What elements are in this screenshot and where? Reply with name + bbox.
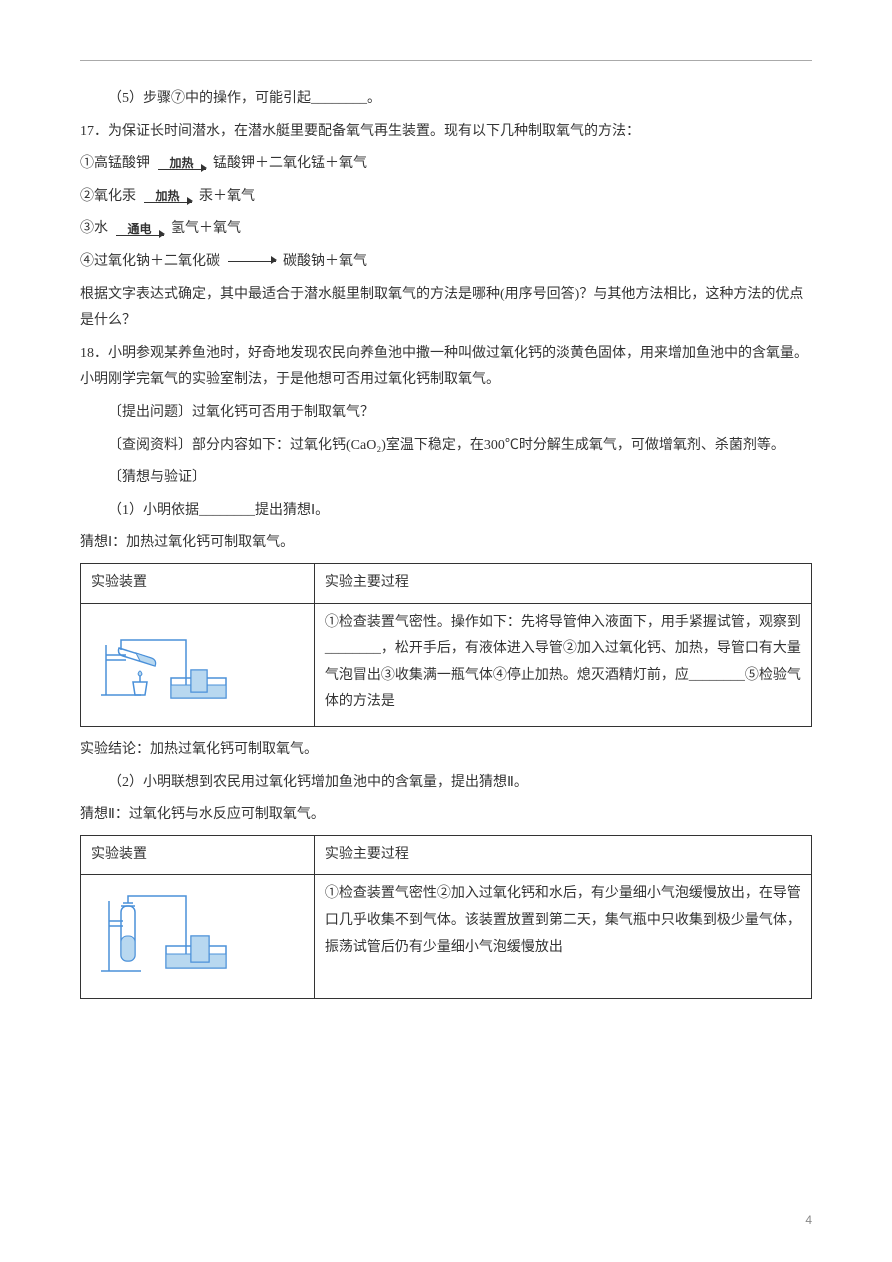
q17-reaction-3: ③水 通电 氢气＋氧气 bbox=[80, 216, 812, 243]
table-header-left: 实验装置 bbox=[81, 563, 315, 603]
q16-5-text: （5）步骤⑦中的操作，可能引起________。 bbox=[80, 86, 812, 113]
reaction-arrow: 加热 bbox=[158, 157, 206, 170]
table-header-right: 实验主要过程 bbox=[314, 563, 811, 603]
table-row: 实验装置 实验主要过程 bbox=[81, 563, 812, 603]
procedure-cell: ①检查装置气密性。操作如下：先将导管伸入液面下，用手紧握试管，观察到______… bbox=[314, 603, 811, 727]
q18-guess1: 猜想Ⅰ：加热过氧化钙可制取氧气。 bbox=[80, 530, 812, 557]
apparatus-cell bbox=[81, 875, 315, 999]
q17-reaction-2: ②氧化汞 加热 汞＋氧气 bbox=[80, 184, 812, 211]
experiment-table-1: 实验装置 实验主要过程 bbox=[80, 563, 812, 727]
table-row: ①检查装置气密性②加入过氧化钙和水后，有少量细小气泡缓慢放出，在导管口几乎收集不… bbox=[81, 875, 812, 999]
rxn2-right: 汞＋氧气 bbox=[199, 189, 255, 204]
q18-guess2: 猜想Ⅱ：过氧化钙与水反应可制取氧气。 bbox=[80, 802, 812, 829]
apparatus-cell bbox=[81, 603, 315, 727]
q18-guess2-intro: （2）小明联想到农民用过氧化钙增加鱼池中的含氧量，提出猜想Ⅱ。 bbox=[80, 770, 812, 797]
rxn1-right: 锰酸钾＋二氧化锰＋氧气 bbox=[213, 156, 367, 171]
q18-intro: 18．小明参观某养鱼池时，好奇地发现农民向养鱼池中撒一种叫做过氧化钙的淡黄色固体… bbox=[80, 341, 812, 394]
rxn4-left: ④过氧化钠＋二氧化碳 bbox=[80, 254, 220, 269]
page-number: 4 bbox=[805, 1209, 812, 1232]
document-page: （5）步骤⑦中的操作，可能引起________。 17．为保证长时间潜水，在潜水… bbox=[0, 0, 892, 1262]
q18-guess-header: 〔猜想与验证〕 bbox=[80, 465, 812, 492]
procedure-cell: ①检查装置气密性②加入过氧化钙和水后，有少量细小气泡缓慢放出，在导管口几乎收集不… bbox=[314, 875, 811, 999]
rxn3-right: 氢气＋氧气 bbox=[171, 221, 241, 236]
table-header-left: 实验装置 bbox=[81, 835, 315, 875]
q18-consult: 〔查阅资料〕部分内容如下：过氧化钙(CaO₂)室温下稳定，在300℃时分解生成氧… bbox=[80, 433, 812, 460]
water-reaction-apparatus-diagram bbox=[91, 881, 241, 981]
header-rule bbox=[80, 60, 812, 61]
table-row: 实验装置 实验主要过程 bbox=[81, 835, 812, 875]
rxn1-left: ①高锰酸钾 bbox=[80, 156, 150, 171]
q18-conclusion1: 实验结论：加热过氧化钙可制取氧气。 bbox=[80, 737, 812, 764]
reaction-arrow: 加热 bbox=[144, 190, 192, 203]
table-header-right: 实验主要过程 bbox=[314, 835, 811, 875]
arrow-line bbox=[144, 200, 192, 203]
q17-reaction-4: ④过氧化钠＋二氧化碳 碳酸钠＋氧气 bbox=[80, 249, 812, 276]
rxn3-left: ③水 bbox=[80, 221, 108, 236]
rxn4-right: 碳酸钠＋氧气 bbox=[283, 254, 367, 269]
q17-question: 根据文字表达式确定，其中最适合于潜水艇里制取氧气的方法是哪种(用序号回答)？与其… bbox=[80, 282, 812, 335]
arrow-line bbox=[116, 233, 164, 236]
q17-intro: 17．为保证长时间潜水，在潜水艇里要配备氧气再生装置。现有以下几种制取氧气的方法… bbox=[80, 119, 812, 146]
rxn2-left: ②氧化汞 bbox=[80, 189, 136, 204]
arrow-line bbox=[158, 167, 206, 170]
experiment-table-2: 实验装置 实验主要过程 bbox=[80, 835, 812, 999]
q18-propose: 〔提出问题〕过氧化钙可否用于制取氧气？ bbox=[80, 400, 812, 427]
q17-reaction-1: ①高锰酸钾 加热 锰酸钾＋二氧化锰＋氧气 bbox=[80, 151, 812, 178]
arrow-line bbox=[228, 259, 276, 262]
reaction-arrow bbox=[228, 261, 276, 262]
q18-guess1-basis: （1）小明依据________提出猜想Ⅰ。 bbox=[80, 498, 812, 525]
reaction-arrow: 通电 bbox=[116, 223, 164, 236]
heating-apparatus-diagram bbox=[91, 610, 241, 710]
table-row: ①检查装置气密性。操作如下：先将导管伸入液面下，用手紧握试管，观察到______… bbox=[81, 603, 812, 727]
